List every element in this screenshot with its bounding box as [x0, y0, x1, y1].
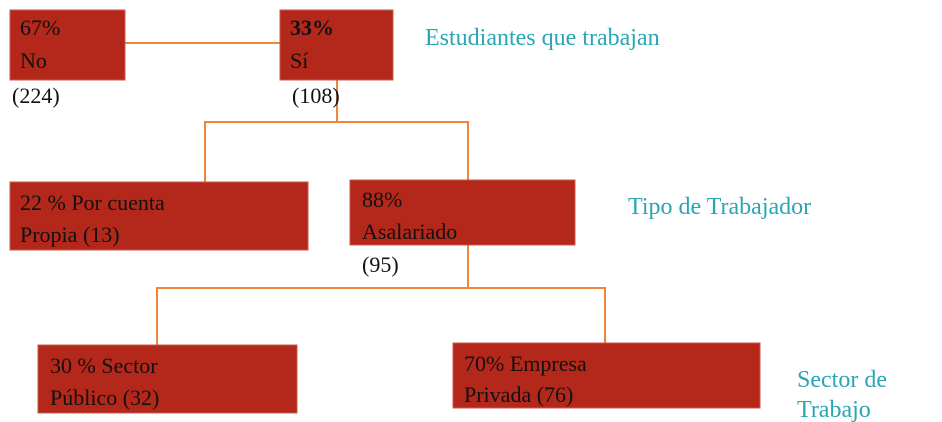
node-text: 70% Empresa: [464, 351, 587, 376]
level-label: Tipo de Trabajador: [628, 194, 811, 220]
node-text: 33%: [290, 15, 334, 40]
node-text: 67%: [20, 15, 60, 40]
node-text: No: [20, 48, 47, 73]
node-text: Asalariado: [362, 219, 457, 244]
node-note: (95): [362, 252, 399, 277]
connectors: [125, 42, 606, 345]
node-box: [37, 344, 298, 414]
node-note: (224): [12, 83, 60, 108]
level-label: Sector de: [797, 367, 887, 393]
node-box: [9, 181, 309, 251]
node-note: (108): [292, 83, 340, 108]
node-box: [279, 9, 394, 81]
node-text: Sí: [290, 48, 308, 73]
node-text: Privada (76): [464, 382, 573, 407]
node-box: [452, 342, 761, 409]
level-label: Trabajo: [797, 397, 871, 422]
node-box: [349, 179, 576, 246]
level-label: Estudiantes que trabajan: [425, 25, 660, 51]
node-text: 88%: [362, 187, 402, 212]
node-text: Público (32): [50, 385, 159, 410]
connector: [204, 121, 469, 182]
node-text: Propia (13): [20, 222, 120, 247]
node-text: 22 % Por cuenta: [20, 190, 165, 215]
node-box: [9, 9, 126, 81]
node-text: 30 % Sector: [50, 353, 158, 378]
connector: [156, 287, 606, 345]
